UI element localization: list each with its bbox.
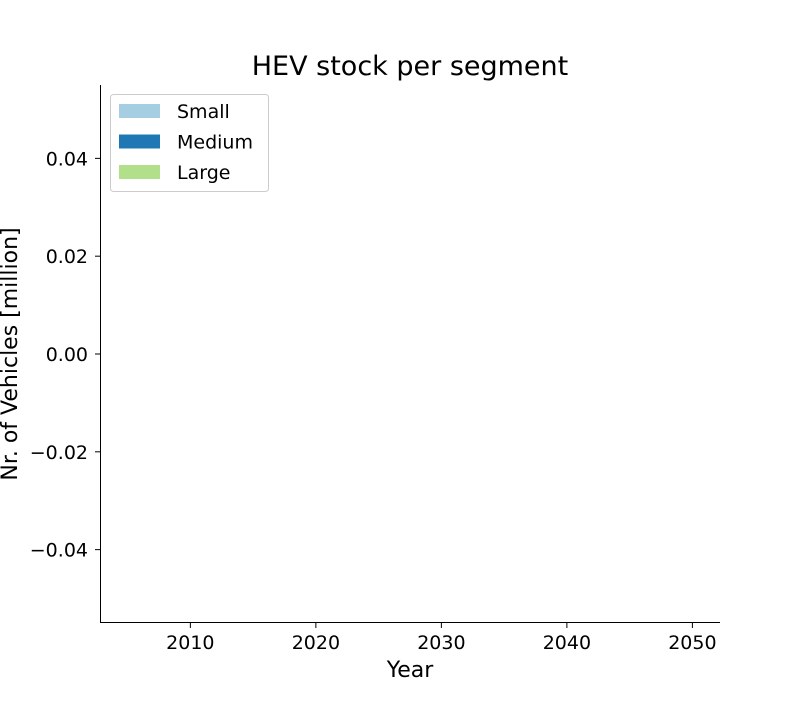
y-tick-label: 0.04 xyxy=(46,148,88,170)
y-tick-label: −0.04 xyxy=(30,540,88,562)
y-tick-label: 0.02 xyxy=(46,246,88,268)
x-axis-title: Year xyxy=(386,658,435,683)
legend-swatch xyxy=(119,104,160,118)
legend-label: Medium xyxy=(177,132,253,154)
x-tick-label: 2050 xyxy=(668,632,716,654)
x-tick-label: 2030 xyxy=(417,632,465,654)
y-tick-label: 0.00 xyxy=(46,344,88,366)
x-tick-group: 2010 2020 2030 2040 2050 xyxy=(166,623,717,654)
x-tick-label: 2010 xyxy=(166,632,214,654)
legend: Small Medium Large xyxy=(110,94,269,192)
chart-title: HEV stock per segment xyxy=(252,51,569,82)
legend-label: Small xyxy=(177,101,230,123)
y-tick-group: 0.04 0.02 0.00 −0.02 −0.04 xyxy=(30,148,100,562)
x-tick-label: 2040 xyxy=(543,632,591,654)
y-tick-label: −0.02 xyxy=(30,442,88,464)
y-axis-title: Nr. of Vehicles [million] xyxy=(0,227,23,480)
x-tick-label: 2020 xyxy=(292,632,340,654)
legend-swatch xyxy=(119,165,160,179)
legend-swatch xyxy=(119,134,160,149)
legend-label: Large xyxy=(177,162,230,184)
